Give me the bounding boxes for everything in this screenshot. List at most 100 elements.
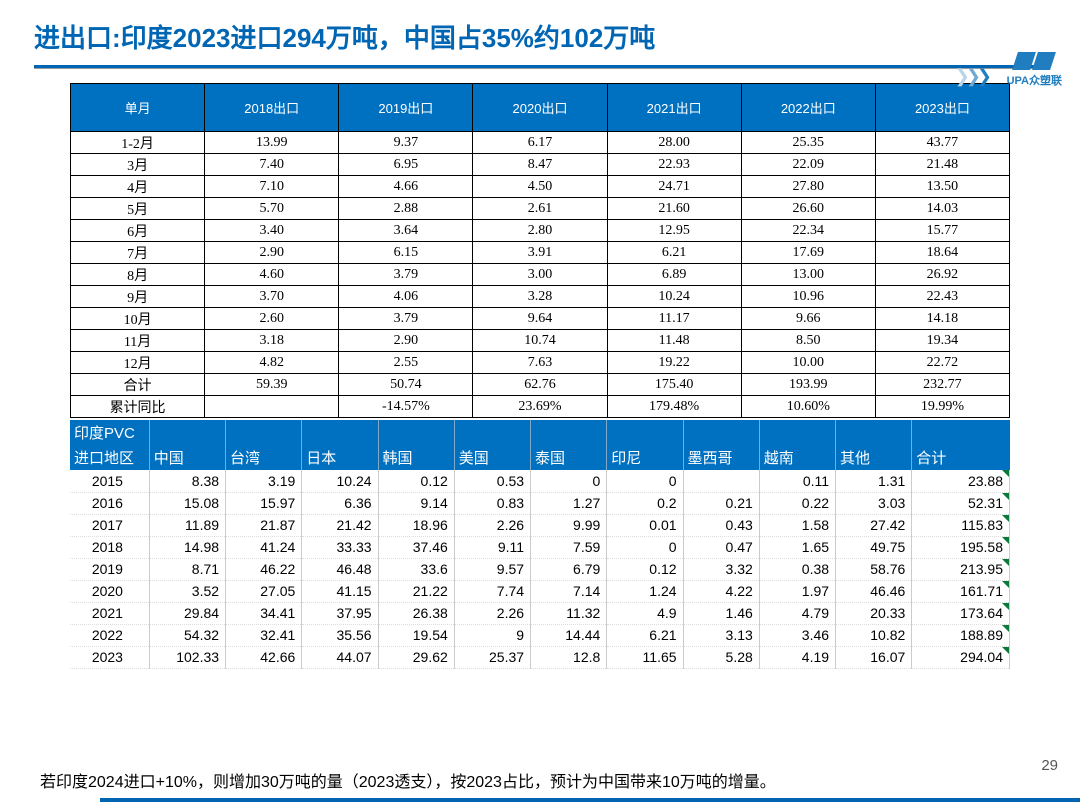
t1-value-cell: 13.50 <box>875 176 1009 198</box>
t2-region-header: 台湾 <box>226 445 302 470</box>
t2-year-cell: 2020 <box>70 580 149 602</box>
t1-value-cell: 28.00 <box>607 132 741 154</box>
t2-value-cell: 0 <box>607 536 683 558</box>
t2-year-cell: 2019 <box>70 558 149 580</box>
table-row: 累计同比-14.57%23.69%179.48%10.60%19.99% <box>71 396 1010 418</box>
t1-value-cell: 3.91 <box>473 242 607 264</box>
cell-marker-icon <box>1002 625 1009 632</box>
t1-month-cell: 11月 <box>71 330 205 352</box>
t2-value-cell: 37.95 <box>302 602 378 624</box>
t1-month-cell: 5月 <box>71 198 205 220</box>
cell-marker-icon <box>1002 470 1009 477</box>
t2-value-cell: 29.84 <box>149 602 225 624</box>
t2-region-header: 日本 <box>302 445 378 470</box>
t2-year-cell: 2023 <box>70 646 149 668</box>
slide-title: 进出口:印度2023进口294万吨，中国占35%约102万吨 <box>0 0 1080 55</box>
t1-value-cell: 2.55 <box>339 352 473 374</box>
brand-logo: UPA众塑联 <box>1007 52 1062 88</box>
t1-value-cell: 2.88 <box>339 198 473 220</box>
t2-value-cell: 3.46 <box>759 624 835 646</box>
india-import-by-region-table: 印度PVC 进口地区中国台湾日本韩国美国泰国印尼墨西哥越南其他合计 20158.… <box>70 420 1010 669</box>
t2-total-cell: 294.04 <box>912 646 1010 668</box>
t1-col-year: 2023出口 <box>875 84 1009 132</box>
t1-value-cell: 13.99 <box>205 132 339 154</box>
t2-value-cell: 2.26 <box>454 602 530 624</box>
bottom-accent-bar <box>100 798 1080 802</box>
t2-value-cell: 10.82 <box>836 624 912 646</box>
t2-value-cell: 21.42 <box>302 514 378 536</box>
t1-value-cell: 14.03 <box>875 198 1009 220</box>
t2-value-cell: 46.48 <box>302 558 378 580</box>
t1-value-cell: 2.80 <box>473 220 607 242</box>
t2-value-cell: 102.33 <box>149 646 225 668</box>
t1-col-year: 2018出口 <box>205 84 339 132</box>
t2-value-cell: 11.32 <box>531 602 607 624</box>
t1-month-cell: 10月 <box>71 308 205 330</box>
t1-value-cell: 3.00 <box>473 264 607 286</box>
t1-value-cell: 22.43 <box>875 286 1009 308</box>
table-row: 4月7.104.664.5024.7127.8013.50 <box>71 176 1010 198</box>
t2-total-cell: 115.83 <box>912 514 1010 536</box>
t1-value-cell <box>205 396 339 418</box>
t1-value-cell: 19.99% <box>875 396 1009 418</box>
t2-value-cell: 15.97 <box>226 492 302 514</box>
t2-value-cell: 10.24 <box>302 470 378 492</box>
t2-corner-line2: 进口地区 <box>70 445 149 470</box>
t2-total-cell: 195.58 <box>912 536 1010 558</box>
t2-value-cell: 41.24 <box>226 536 302 558</box>
t1-value-cell: 14.18 <box>875 308 1009 330</box>
t2-header-spacer <box>683 420 759 445</box>
t1-value-cell: 62.76 <box>473 374 607 396</box>
t2-value-cell: 15.08 <box>149 492 225 514</box>
table-row: 20203.5227.0541.1521.227.747.141.244.221… <box>70 580 1010 602</box>
t2-value-cell: 0.01 <box>607 514 683 536</box>
t2-value-cell: 54.32 <box>149 624 225 646</box>
t2-value-cell: 0.22 <box>759 492 835 514</box>
t2-value-cell: 1.46 <box>683 602 759 624</box>
t2-region-header: 越南 <box>759 445 835 470</box>
t1-value-cell: 3.70 <box>205 286 339 308</box>
t2-value-cell: 0.83 <box>454 492 530 514</box>
t1-value-cell: 9.37 <box>339 132 473 154</box>
t2-total-cell: 161.71 <box>912 580 1010 602</box>
t2-value-cell: 32.41 <box>226 624 302 646</box>
t2-value-cell: 14.44 <box>531 624 607 646</box>
t2-value-cell: 8.71 <box>149 558 225 580</box>
t2-value-cell: 20.33 <box>836 602 912 624</box>
t1-value-cell: 5.70 <box>205 198 339 220</box>
t2-value-cell: 1.27 <box>531 492 607 514</box>
t2-total-cell: 52.31 <box>912 492 1010 514</box>
t1-value-cell: 26.92 <box>875 264 1009 286</box>
t2-total-cell: 213.95 <box>912 558 1010 580</box>
t2-value-cell: 0.47 <box>683 536 759 558</box>
t2-year-cell: 2017 <box>70 514 149 536</box>
t2-value-cell: 11.89 <box>149 514 225 536</box>
t2-region-header: 墨西哥 <box>683 445 759 470</box>
t1-month-cell: 4月 <box>71 176 205 198</box>
t1-value-cell: 19.22 <box>607 352 741 374</box>
t1-value-cell: 43.77 <box>875 132 1009 154</box>
footnote-text: 若印度2024进口+10%，则增加30万吨的量（2023透支），按2023占比，… <box>40 768 776 792</box>
t2-value-cell: 5.28 <box>683 646 759 668</box>
t2-value-cell: 25.37 <box>454 646 530 668</box>
t2-value-cell: 27.05 <box>226 580 302 602</box>
t2-value-cell: 3.32 <box>683 558 759 580</box>
t1-value-cell: 4.82 <box>205 352 339 374</box>
t2-value-cell: 1.65 <box>759 536 835 558</box>
t1-value-cell: 2.60 <box>205 308 339 330</box>
t2-year-cell: 2018 <box>70 536 149 558</box>
t2-value-cell: 58.76 <box>836 558 912 580</box>
t1-month-cell: 8月 <box>71 264 205 286</box>
t1-value-cell: 22.34 <box>741 220 875 242</box>
t1-value-cell: 13.00 <box>741 264 875 286</box>
t2-value-cell: 1.97 <box>759 580 835 602</box>
table-row: 1-2月13.999.376.1728.0025.3543.77 <box>71 132 1010 154</box>
t2-region-header: 中国 <box>149 445 225 470</box>
t2-value-cell: 8.38 <box>149 470 225 492</box>
t1-value-cell: 179.48% <box>607 396 741 418</box>
t2-value-cell: 35.56 <box>302 624 378 646</box>
t2-corner-line1: 印度PVC <box>70 420 149 445</box>
t1-value-cell: 4.66 <box>339 176 473 198</box>
t1-value-cell: 8.47 <box>473 154 607 176</box>
t2-header-spacer <box>759 420 835 445</box>
